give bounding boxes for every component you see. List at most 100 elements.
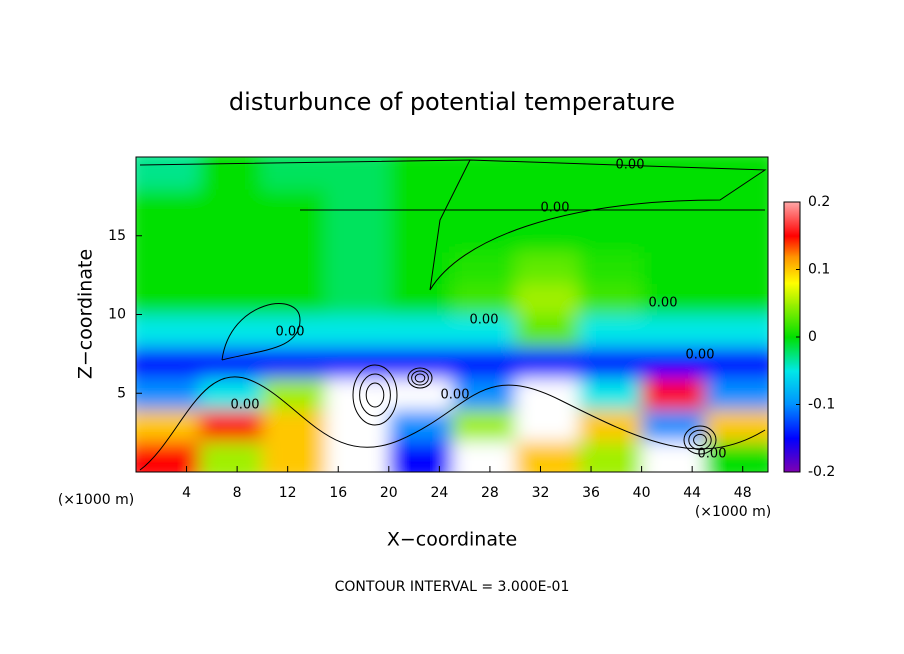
field-cell (704, 377, 768, 410)
field-cell (262, 314, 327, 347)
field-cell (704, 440, 768, 472)
field-cell (641, 188, 706, 221)
field-cell (325, 440, 390, 472)
field-cell (262, 377, 327, 410)
x-tick-label: 48 (734, 485, 752, 501)
field-cell (641, 283, 706, 316)
field-cell (515, 409, 580, 442)
field-cell (199, 409, 264, 442)
field-cell (388, 314, 453, 347)
field-cell (136, 157, 201, 190)
field-cell (262, 188, 327, 221)
field-cell (325, 283, 390, 316)
contours: 0.00 0.00 0.00 0.00 0.00 0.00 0.00 0.00 0.00 (139, 158, 767, 471)
field-cell (452, 251, 517, 284)
colorbar-segment (784, 370, 800, 405)
field-cell (388, 251, 453, 284)
field-cell (515, 220, 580, 253)
field-cell (452, 220, 517, 253)
contour-line (139, 159, 765, 211)
field-cell (515, 283, 580, 316)
field-cell (578, 346, 643, 379)
axes: 4 8 12 16 20 24 28 32 36 40 44 48510150.20.10-0.1-0… (108, 156, 835, 501)
contour-line (688, 429, 712, 451)
field-cell (704, 157, 768, 190)
x-unit-label: (×1000 m) (58, 492, 134, 508)
contour-label: 0.00 (276, 325, 305, 340)
contour-line (139, 376, 766, 471)
y-axis-label: Z−coordinate (75, 249, 97, 379)
field-cell (388, 440, 453, 472)
field-cell (199, 220, 264, 253)
y-tick-label: 15 (108, 228, 126, 244)
field-cell (388, 409, 453, 442)
contour-label: 0.00 (441, 388, 470, 403)
contour-line (352, 364, 398, 426)
field-cell (199, 157, 264, 190)
x-tick-label: 28 (481, 485, 499, 501)
field-cell (641, 251, 706, 284)
field-cell (452, 377, 517, 410)
field-cell (136, 440, 201, 472)
x-tick-label: 36 (582, 485, 600, 501)
field-cell (388, 220, 453, 253)
colorbar-segment (784, 283, 800, 304)
x-tick-label: 8 (233, 485, 242, 501)
field-cell (578, 283, 643, 316)
field-cell (388, 346, 453, 379)
field-cell (199, 283, 264, 316)
field-cell (515, 251, 580, 284)
field-cell (452, 409, 517, 442)
field-cell (136, 314, 201, 347)
field-cell (452, 346, 517, 379)
x-tick-label: 20 (380, 485, 398, 501)
contour-line (365, 382, 385, 408)
field-cell (325, 314, 390, 347)
field-cell (641, 346, 706, 379)
field-cell (136, 346, 201, 379)
field-cell (704, 220, 768, 253)
contour-line (359, 373, 391, 417)
contour-label: 0.00 (698, 447, 727, 462)
field-cell (199, 314, 264, 347)
x-tick-label: 44 (683, 485, 701, 501)
field-cell (641, 409, 706, 442)
field-cell (641, 314, 706, 347)
field-cell (578, 251, 643, 284)
colorbar-tick-label: -0.2 (808, 464, 835, 480)
field-cell (704, 188, 768, 221)
field: 0.00 0.00 0.00 0.00 0.00 0.00 0.00 0.00 0.00 (136, 157, 768, 472)
field-cell (578, 157, 643, 190)
colorbar-segment (784, 337, 800, 372)
field-cell (262, 440, 327, 472)
x-axis-label: X−coordinate (387, 529, 517, 551)
colorbar-segment (784, 202, 800, 237)
field-cell (578, 440, 643, 472)
field-cell (704, 283, 768, 316)
contour-label: 0.00 (541, 201, 570, 216)
field-cell (199, 251, 264, 284)
field-cell (388, 157, 453, 190)
field-cell (136, 220, 201, 253)
colorbar-segment (784, 438, 800, 473)
x-tick-label: 16 (329, 485, 347, 501)
contour-label: 0.00 (616, 158, 645, 173)
contour-line (693, 433, 707, 447)
field-cell (515, 157, 580, 190)
field-cell (262, 283, 327, 316)
field-cell (199, 346, 264, 379)
contour-line (414, 373, 426, 383)
field-cell (325, 220, 390, 253)
field-cell (262, 251, 327, 284)
field-cell (704, 346, 768, 379)
field-cell (325, 377, 390, 410)
field-cell (452, 440, 517, 472)
contour-line (683, 425, 717, 455)
field-cell (641, 220, 706, 253)
colorbar-tick-label: 0.2 (808, 194, 830, 210)
x-tick-label: 12 (279, 485, 297, 501)
field-cell (452, 188, 517, 221)
field-cell (136, 251, 201, 284)
